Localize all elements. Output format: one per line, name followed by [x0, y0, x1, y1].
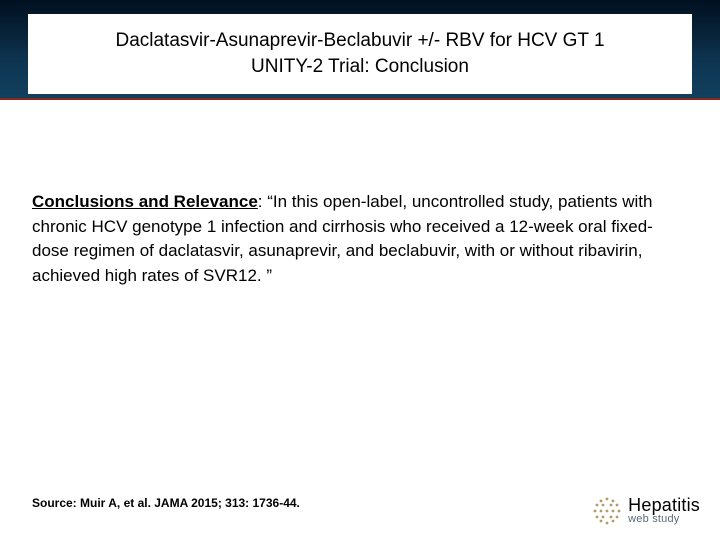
globe-dots-icon — [592, 496, 622, 526]
source-citation: Source: Muir A, et al. JAMA 2015; 313: 1… — [32, 496, 300, 510]
footer-brand: Hepatitis — [628, 496, 700, 515]
body-area: Conclusions and Relevance: “In this open… — [0, 100, 720, 540]
title-line-1: Daclatasvir-Asunaprevir-Beclabuvir +/- R… — [115, 28, 604, 54]
conclusion-paragraph: Conclusions and Relevance: “In this open… — [32, 190, 688, 289]
footer-sub: web study — [628, 514, 700, 526]
title-line-2: UNITY-2 Trial: Conclusion — [251, 54, 469, 80]
title-box: Daclatasvir-Asunaprevir-Beclabuvir +/- R… — [28, 14, 692, 94]
divider-rule — [0, 98, 720, 100]
conclusion-lead: Conclusions and Relevance — [32, 192, 258, 211]
footer-text: Hepatitis web study — [628, 496, 700, 526]
slide: Daclatasvir-Asunaprevir-Beclabuvir +/- R… — [0, 0, 720, 540]
footer-logo: Hepatitis web study — [592, 496, 700, 526]
